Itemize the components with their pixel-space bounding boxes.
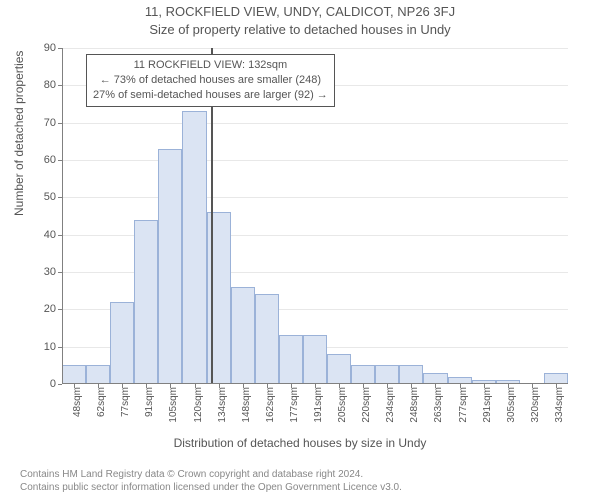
y-axis-label: Number of detached properties (12, 51, 26, 216)
xtick-label: 134sqm (217, 387, 228, 423)
histogram-bar (207, 212, 231, 384)
xtick-label: 248sqm (409, 387, 420, 423)
annotation-line-3: 27% of semi-detached houses are larger (… (93, 88, 328, 103)
ytick-label: 30 (44, 266, 56, 278)
ytick-label: 60 (44, 154, 56, 166)
title-line-1: 11, ROCKFIELD VIEW, UNDY, CALDICOT, NP26… (0, 4, 600, 19)
xtick-label: 305sqm (506, 387, 517, 423)
histogram-bar (62, 365, 86, 384)
xtick-label: 234sqm (385, 387, 396, 423)
xtick-label: 177sqm (289, 387, 300, 423)
xtick-label: 77sqm (120, 387, 131, 417)
annotation-box: 11 ROCKFIELD VIEW: 132sqm ← 73% of detac… (86, 54, 335, 107)
histogram-bar (279, 335, 303, 384)
xtick-label: 291sqm (482, 387, 493, 423)
annotation-line-1: 11 ROCKFIELD VIEW: 132sqm (93, 58, 328, 73)
ytick-label: 10 (44, 341, 56, 353)
gridline (62, 197, 568, 198)
histogram-bar (351, 365, 375, 384)
ytick-mark (58, 384, 62, 385)
histogram-bar (110, 302, 134, 384)
y-axis-line (62, 48, 63, 384)
xtick-label: 120sqm (193, 387, 204, 423)
xtick-label: 148sqm (241, 387, 252, 423)
xtick-label: 48sqm (72, 387, 83, 417)
ytick-label: 0 (50, 378, 56, 390)
histogram-bar (231, 287, 255, 384)
xtick-label: 263sqm (433, 387, 444, 423)
histogram-bar (303, 335, 327, 384)
xtick-label: 162sqm (265, 387, 276, 423)
xtick-label: 220sqm (361, 387, 372, 423)
xtick-label: 334sqm (554, 387, 565, 423)
histogram-bar (399, 365, 423, 384)
xtick-label: 91sqm (144, 387, 155, 417)
histogram-bar (134, 220, 158, 384)
title-line-2: Size of property relative to detached ho… (0, 22, 600, 37)
ytick-label: 20 (44, 303, 56, 315)
x-axis-line (62, 383, 568, 384)
histogram-bar (158, 149, 182, 384)
histogram-bar (182, 111, 206, 384)
ytick-label: 90 (44, 42, 56, 54)
annotation-line-2: ← 73% of detached houses are smaller (24… (93, 73, 328, 88)
gridline (62, 123, 568, 124)
ytick-label: 50 (44, 191, 56, 203)
histogram-bar (86, 365, 110, 384)
histogram-bar (255, 294, 279, 384)
xtick-label: 320sqm (530, 387, 541, 423)
xtick-label: 105sqm (168, 387, 179, 423)
footer: Contains HM Land Registry data © Crown c… (20, 468, 402, 494)
footer-line-2: Contains public sector information licen… (20, 481, 402, 494)
xtick-label: 205sqm (337, 387, 348, 423)
footer-line-1: Contains HM Land Registry data © Crown c… (20, 468, 402, 481)
x-axis-label: Distribution of detached houses by size … (0, 436, 600, 450)
chart-container: 11, ROCKFIELD VIEW, UNDY, CALDICOT, NP26… (0, 0, 600, 500)
ytick-label: 80 (44, 79, 56, 91)
xtick-label: 277sqm (458, 387, 469, 423)
histogram-bar (327, 354, 351, 384)
xtick-label: 191sqm (313, 387, 324, 423)
ytick-label: 40 (44, 229, 56, 241)
histogram-bar (375, 365, 399, 384)
xtick-label: 62sqm (96, 387, 107, 417)
gridline (62, 160, 568, 161)
gridline (62, 48, 568, 49)
ytick-label: 70 (44, 117, 56, 129)
